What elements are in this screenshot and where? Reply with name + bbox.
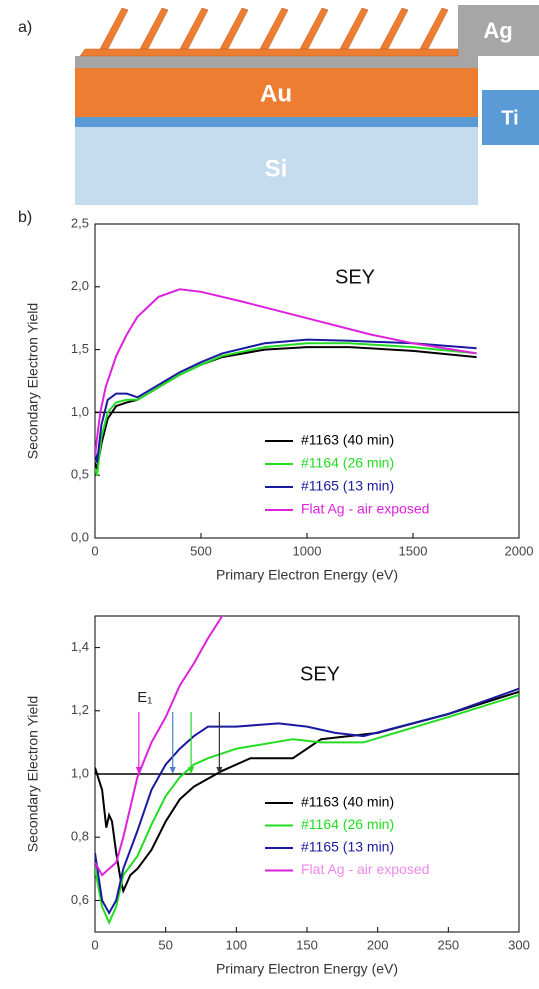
legend-label: #1164 (26 min): [301, 455, 394, 471]
y-tick-label: 0,0: [71, 529, 89, 544]
si-layer: [75, 127, 478, 205]
y-tick-label: 2,5: [71, 215, 89, 230]
annotation: SEY: [300, 663, 340, 685]
x-tick-label: 250: [437, 937, 459, 952]
y-tick-label: 0,8: [71, 829, 89, 844]
arrow-head: [135, 767, 142, 774]
y-tick-label: 1,4: [71, 639, 89, 654]
diagram-label: Ag: [483, 18, 512, 43]
y-axis-title: Secondary Electron Yield: [25, 696, 41, 852]
chart: 0,0 0,5 1,0 1,5 2,0 2,5 0 500 1000 1500 2000 Primar…: [25, 215, 534, 582]
x-axis-title: Primary Electron Energy (eV): [216, 567, 398, 583]
tooth: [179, 7, 209, 50]
legend-label: #1165 (13 min): [301, 478, 394, 494]
arrow-head: [169, 767, 176, 774]
tooth: [99, 7, 129, 50]
series-line: [95, 687, 519, 916]
y-tick-label: 0,5: [71, 467, 89, 482]
y-tick-label: 1,0: [71, 765, 89, 780]
diagram-label: Ti: [501, 107, 518, 129]
tooth: [299, 7, 329, 50]
x-tick-label: 1500: [399, 543, 428, 558]
y-tick-label: 1,0: [71, 404, 89, 419]
legend-label: Flat Ag - air exposed: [301, 501, 429, 517]
arrow-head: [188, 767, 195, 774]
x-tick-label: 500: [190, 543, 212, 558]
ti-layer: [75, 117, 478, 127]
x-tick-label: 0: [91, 937, 98, 952]
legend-label: #1163 (40 min): [301, 794, 394, 810]
x-tick-label: 100: [225, 937, 247, 952]
chart: 0,6 0,8 1,0 1,2 1,4 0 50 100 150 200 250 300 Primary…: [25, 615, 530, 977]
tooth: [419, 7, 449, 50]
diagram-label: Au: [260, 80, 292, 107]
layer-diagram: Ag Au Ti Si: [75, 5, 539, 205]
ti-box: [482, 90, 539, 145]
tooth: [139, 7, 169, 50]
series-line: [95, 346, 477, 470]
grating-base: [79, 48, 459, 57]
arrow-head: [216, 767, 223, 774]
tooth: [379, 7, 409, 50]
tooth: [219, 7, 249, 50]
x-tick-label: 50: [158, 937, 172, 952]
y-tick-label: 1,2: [71, 702, 89, 717]
diagram-label: Si: [265, 155, 288, 182]
legend-label: #1163 (40 min): [301, 432, 394, 448]
series-line: [95, 690, 519, 895]
au-layer: [75, 68, 478, 117]
y-tick-label: 1,5: [71, 341, 89, 356]
series-line: [95, 338, 477, 463]
grating-teeth: [99, 7, 449, 50]
x-axis-title: Primary Electron Energy (eV): [216, 961, 398, 977]
y-axis-title: Secondary Electron Yield: [25, 303, 41, 459]
series-line: [95, 694, 519, 925]
x-tick-label: 300: [508, 937, 530, 952]
x-tick-label: 0: [91, 543, 98, 558]
legend-label: #1164 (26 min): [301, 816, 394, 832]
ag-layer: [75, 56, 478, 68]
x-tick-label: 1000: [293, 543, 322, 558]
legend-label: #1165 (13 min): [301, 839, 394, 855]
arrow-label: E₁: [137, 689, 152, 706]
annotation: SEY: [335, 266, 375, 288]
panel-label: a): [18, 19, 32, 36]
series-line: [95, 342, 477, 476]
x-tick-label: 150: [296, 937, 318, 952]
ag-box: [458, 5, 539, 56]
series-line: [95, 616, 224, 877]
panel-label: b): [18, 209, 32, 226]
y-tick-label: 2,0: [71, 278, 89, 293]
x-tick-label: 200: [367, 937, 389, 952]
x-tick-label: 2000: [505, 543, 534, 558]
series-line: [95, 288, 477, 457]
y-tick-label: 0,6: [71, 892, 89, 907]
legend-label: Flat Ag - air exposed: [301, 861, 429, 877]
tooth: [339, 7, 369, 50]
tooth: [259, 7, 289, 50]
